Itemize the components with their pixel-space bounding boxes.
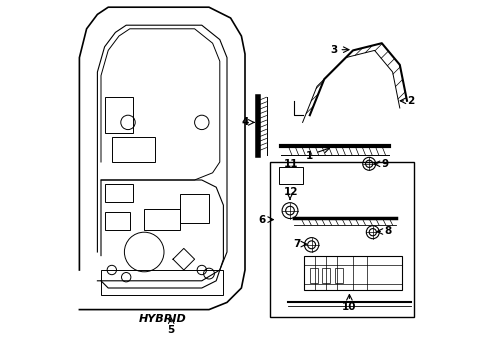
Bar xyxy=(112,137,155,162)
Bar xyxy=(104,212,130,230)
Text: 8: 8 xyxy=(384,226,392,237)
Text: 4: 4 xyxy=(241,117,249,127)
Text: 12: 12 xyxy=(284,186,298,197)
Text: 10: 10 xyxy=(342,302,357,312)
Bar xyxy=(322,268,330,283)
Bar xyxy=(304,256,402,290)
Bar xyxy=(104,184,133,202)
Text: 3: 3 xyxy=(331,45,338,55)
Text: HYBRID: HYBRID xyxy=(138,314,186,324)
Bar xyxy=(310,268,318,283)
Bar xyxy=(101,270,223,295)
Text: 6: 6 xyxy=(259,215,266,225)
Text: 2: 2 xyxy=(407,96,414,106)
Bar xyxy=(104,97,133,133)
Bar xyxy=(335,268,343,283)
Text: 5: 5 xyxy=(168,325,175,336)
Text: 1: 1 xyxy=(305,150,313,161)
Text: 9: 9 xyxy=(382,159,389,169)
Bar xyxy=(144,209,180,230)
Bar xyxy=(279,167,303,184)
Bar xyxy=(180,194,209,223)
Text: 7: 7 xyxy=(293,239,300,249)
Bar xyxy=(270,162,414,317)
Text: 11: 11 xyxy=(284,159,298,169)
